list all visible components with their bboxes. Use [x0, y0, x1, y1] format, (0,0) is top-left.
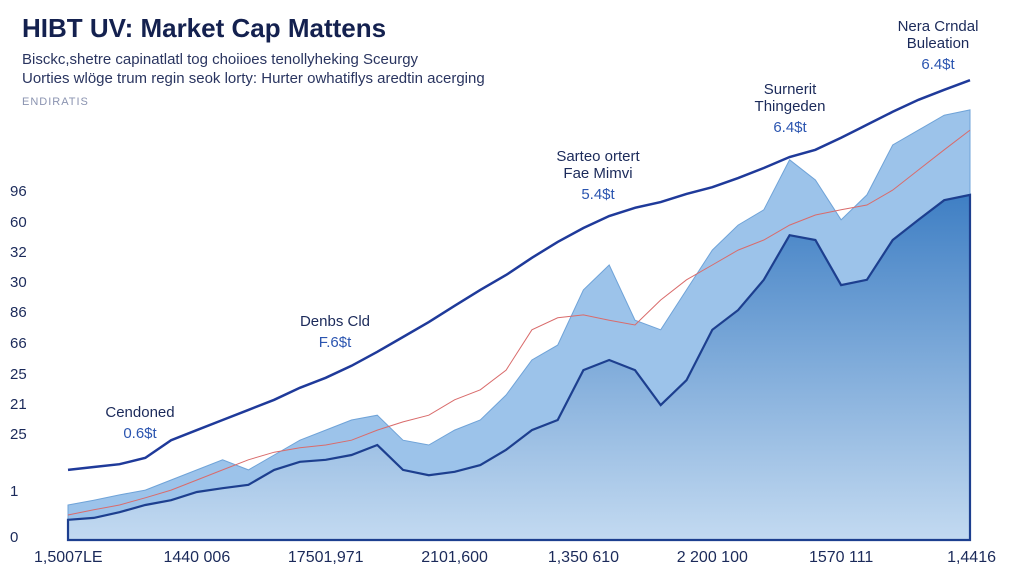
y-tick-label: 66 [10, 335, 27, 352]
x-tick-label: 17501,971 [288, 549, 364, 566]
source-label: ENDIRATIS [22, 96, 89, 108]
chart-title: HIBT UV: Market Cap Mattens [22, 13, 386, 43]
plot-area [66, 79, 972, 542]
area-lower [66, 193, 972, 542]
x-tick-label: 1570 111 [809, 549, 873, 566]
x-tick-label: 1,350 610 [548, 549, 619, 566]
annotation-label: Sarteo ortert [556, 148, 640, 165]
y-tick-label: 32 [10, 244, 27, 261]
trend-line [67, 79, 971, 472]
annotation-value: F.6$t [319, 334, 352, 351]
subtitle: Bisckc,shetre capinatlatl tog choiioes t… [22, 51, 419, 68]
annotation-label: Denbs Cld [300, 313, 370, 330]
y-tick-label: 30 [10, 274, 27, 291]
annotation-value: 6.4$t [773, 119, 807, 136]
x-tick-label: 1,5007LE [34, 549, 103, 566]
y-tick-label: 86 [10, 304, 27, 321]
x-tick-label: 2 200 100 [677, 549, 748, 566]
annotation-value: 5.4$t [581, 186, 615, 203]
y-tick-label: 25 [10, 366, 27, 383]
annotation-label: Thingeden [755, 98, 826, 115]
y-tick-label: 25 [10, 426, 27, 443]
y-tick-label: 1 [10, 483, 18, 500]
annotation-label: Nera Crndal [898, 18, 979, 35]
average-line [67, 129, 971, 516]
y-tick-label: 96 [10, 183, 27, 200]
annotation-label: Cendoned [105, 404, 174, 421]
labels: 96 60 32 30 86 66 25 21 25 1 0 1,5007LE 1440 006 1750… [10, 18, 996, 566]
annotation-label: Surnerit [764, 81, 817, 98]
x-tick-label: 2101,600 [421, 549, 488, 566]
x-tick-label: 1440 006 [163, 549, 230, 566]
annotation-label: Buleation [907, 35, 970, 52]
annotation-value: 6.4$t [921, 56, 955, 73]
subtitle: Uorties wlöge trum regin seok lorty: Hur… [22, 70, 485, 87]
x-tick-label: 1,4416 [947, 549, 996, 566]
y-tick-label: 60 [10, 214, 27, 231]
annotation-value: 0.6$t [123, 425, 157, 442]
y-tick-label: 21 [10, 396, 27, 413]
annotation-label: Fae Mimvi [563, 165, 632, 182]
y-tick-label: 0 [10, 529, 18, 546]
